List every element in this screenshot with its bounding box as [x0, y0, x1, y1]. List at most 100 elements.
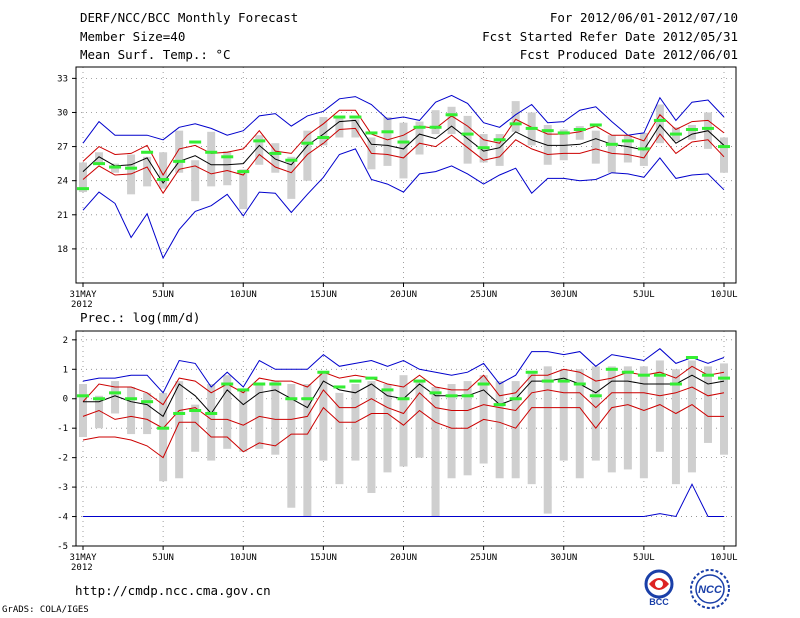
- precipitation-obs-marker: [541, 379, 554, 383]
- precipitation-range-bar: [239, 389, 248, 452]
- temperature-obs-marker: [157, 178, 170, 182]
- precipitation-x-tick-label: 20JUN: [390, 553, 417, 563]
- precipitation-obs-marker: [557, 379, 570, 383]
- temperature-obs-marker: [621, 139, 634, 143]
- precipitation-obs-marker: [429, 391, 442, 395]
- precipitation-obs-marker: [349, 379, 362, 383]
- precipitation-obs-marker: [221, 382, 234, 386]
- temperature-obs-marker: [653, 118, 666, 122]
- precipitation-obs-marker: [653, 373, 666, 377]
- precipitation-range-bar: [191, 404, 200, 452]
- member-size: Member Size=40: [80, 29, 186, 44]
- temperature-range-bar: [143, 156, 152, 187]
- temperature-obs-marker: [221, 155, 234, 159]
- temperature-range-bar: [447, 106, 456, 135]
- precipitation-obs-marker: [669, 382, 682, 386]
- precipitation-series-lower: [82, 386, 725, 429]
- precipitation-range-bar: [447, 384, 456, 479]
- precipitation-obs-marker: [269, 382, 282, 386]
- temperature-range-bar: [575, 126, 584, 140]
- temperature-range-bar: [127, 154, 136, 195]
- temperature-obs-marker: [189, 140, 202, 144]
- temperature-y-tick-label: 18: [57, 245, 68, 255]
- temperature-range-bar: [511, 101, 520, 132]
- precipitation-y-tick-label: -4: [57, 513, 68, 523]
- precipitation-x-tick-label: 25JUN: [470, 553, 497, 563]
- bcc-logo-text: BCC: [649, 597, 669, 607]
- precipitation-obs-marker: [493, 403, 506, 407]
- precipitation-obs-marker: [461, 394, 474, 398]
- precipitation-range-bar: [591, 366, 600, 461]
- precipitation-range-bar: [399, 375, 408, 467]
- temperature-obs-marker: [461, 132, 474, 136]
- precipitation-obs-marker: [189, 409, 202, 413]
- temperature-x-tick-label: 10JUL: [710, 290, 737, 300]
- temperature-obs-marker: [413, 125, 426, 129]
- temperature-obs-marker: [445, 113, 458, 117]
- precipitation-obs-marker: [509, 397, 522, 401]
- temperature-range-bar: [287, 156, 296, 199]
- precipitation-range-bar: [559, 369, 568, 461]
- temperature-x-tick-label: 30JUN: [550, 290, 577, 300]
- precipitation-obs-marker: [621, 370, 634, 374]
- temperature-range-bar: [159, 152, 168, 189]
- temperature-range-bar: [175, 130, 184, 173]
- temperature-x-tick-label: 15JUN: [310, 290, 337, 300]
- precipitation-range-bar: [79, 384, 87, 438]
- precipitation-range-bar: [271, 381, 280, 455]
- precipitation-obs-marker: [397, 397, 410, 401]
- temperature-obs-marker: [685, 128, 698, 132]
- forecast-period: For 2012/06/01-2012/07/10: [549, 10, 738, 25]
- temperature-y-tick-label: 33: [57, 74, 68, 84]
- temperature-obs-marker: [77, 187, 89, 191]
- temperature-obs-marker: [525, 126, 538, 130]
- precipitation-series-max: [82, 348, 725, 394]
- temperature-obs-marker: [493, 138, 506, 142]
- fcst-started-date: Fcst Started Refer Date 2012/05/31: [482, 29, 738, 44]
- temperature-range-bar: [623, 135, 632, 163]
- temperature-x-tick-label: 31MAY: [69, 290, 97, 300]
- precipitation-range-bar: [607, 366, 616, 473]
- temperature-obs-marker: [637, 147, 650, 151]
- precipitation-obs-marker: [365, 376, 378, 380]
- precipitation-obs-marker: [637, 373, 650, 377]
- ncc-logo: NCC: [690, 569, 730, 609]
- precipitation-x-tick-label: 10JUL: [710, 553, 737, 563]
- temperature-title: Mean Surf. Temp.: °C: [80, 47, 231, 62]
- temperature-x-year-label: 2012: [71, 300, 93, 310]
- temperature-y-tick-label: 27: [57, 143, 68, 153]
- precipitation-x-tick-label: 5JUN: [152, 553, 174, 563]
- precipitation-range-bar: [720, 363, 728, 455]
- temperature-x-tick-label: 5JUN: [152, 290, 174, 300]
- precipitation-range-bar: [127, 386, 136, 435]
- temperature-range-bar: [207, 131, 216, 187]
- bcc-logo: BCC: [644, 569, 674, 607]
- temperature-obs-marker: [365, 131, 378, 135]
- precipitation-obs-marker: [333, 385, 346, 389]
- precipitation-obs-marker: [718, 376, 730, 380]
- fcst-produced-date: Fcst Produced Date 2012/06/01: [519, 47, 738, 62]
- temperature-range-bar: [303, 130, 312, 181]
- precipitation-range-bar: [111, 381, 120, 414]
- temperature-obs-marker: [93, 162, 106, 166]
- temperature-range-bar: [591, 130, 600, 164]
- temperature-obs-marker: [317, 135, 330, 139]
- temperature-y-tick-label: 30: [57, 108, 68, 118]
- precipitation-obs-marker: [573, 382, 586, 386]
- temperature-range-bar: [319, 117, 328, 146]
- precipitation-range-bar: [415, 381, 424, 458]
- precipitation-range-bar: [639, 366, 648, 479]
- temperature-obs-marker: [605, 142, 618, 146]
- precipitation-range-bar: [159, 392, 168, 482]
- precipitation-y-tick-label: 0: [63, 395, 68, 405]
- temperature-obs-marker: [269, 151, 282, 155]
- precipitation-range-bar: [335, 392, 344, 485]
- precipitation-obs-marker: [109, 391, 122, 395]
- precipitation-range-bar: [95, 395, 104, 429]
- precipitation-obs-marker: [477, 382, 490, 386]
- precipitation-range-bar: [175, 381, 184, 479]
- source-url[interactable]: http://cmdp.ncc.cma.gov.cn: [75, 583, 271, 598]
- precipitation-range-bar: [207, 384, 216, 461]
